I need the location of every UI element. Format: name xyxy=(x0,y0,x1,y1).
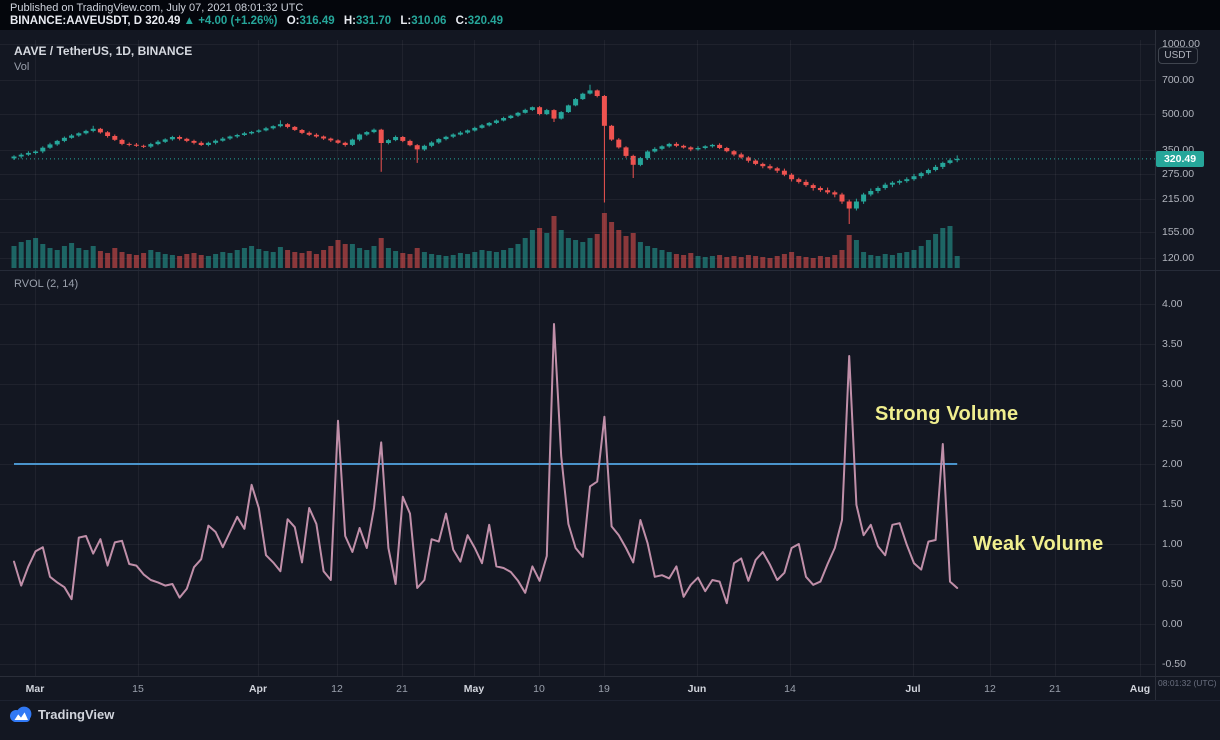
pane-borders xyxy=(0,30,1220,701)
price-scale[interactable]: 1000.00 700.00 500.00 350.00 275.00 215.00 155… xyxy=(1155,0,1220,740)
symbol-name: BINANCE:AAVEUSDT, D xyxy=(10,15,143,27)
time-axis-label: Apr xyxy=(248,683,268,695)
rvol-axis-label: 0.00 xyxy=(1162,618,1183,630)
time-axis-label: 21 xyxy=(1049,683,1061,695)
time-axis-label: Jun xyxy=(687,683,707,695)
high-label: H: xyxy=(343,15,357,27)
close-label: C: xyxy=(455,15,468,27)
grid xyxy=(0,40,1155,676)
price-axis-label: 275.00 xyxy=(1162,168,1195,180)
time-axis-label: May xyxy=(463,683,485,695)
volume-bars xyxy=(11,213,960,268)
price-axis-label: 500.00 xyxy=(1162,108,1195,120)
symbol-last-price: 320.49 xyxy=(145,15,181,27)
tradingview-brand-text[interactable]: TradingView xyxy=(38,707,115,722)
rvol-line xyxy=(13,323,959,605)
time-axis-label: 14 xyxy=(784,683,796,695)
last-price-tag: 320.49 xyxy=(1156,151,1204,167)
rvol-axis-label: 3.00 xyxy=(1162,378,1183,390)
rvol-axis-label: 1.00 xyxy=(1162,538,1183,550)
footer: TradingView xyxy=(0,700,1220,740)
rvol-axis-label: 2.00 xyxy=(1162,458,1183,470)
price-axis-label: 215.00 xyxy=(1162,193,1195,205)
time-axis-label: Mar xyxy=(25,683,45,695)
time-axis-label: Jul xyxy=(905,683,921,695)
price-pane-legend[interactable]: AAVE / TetherUS, 1D, BINANCE Vol xyxy=(14,44,192,73)
rvol-pane-legend[interactable]: RVOL (2, 14) xyxy=(14,278,79,290)
volume-legend[interactable]: Vol xyxy=(14,61,30,73)
published-line: Published on TradingView.com, July 07, 2… xyxy=(10,2,304,14)
time-axis-label: 21 xyxy=(396,683,408,695)
price-axis-label: 700.00 xyxy=(1162,74,1195,86)
tradingview-logo-icon[interactable] xyxy=(8,705,34,725)
time-axis-label: 12 xyxy=(984,683,996,695)
rvol-axis-label: 3.50 xyxy=(1162,338,1183,350)
annotation-strong-volume[interactable]: Strong Volume xyxy=(875,403,1019,425)
time-axis-label: 19 xyxy=(598,683,610,695)
time-axis-label: 15 xyxy=(132,683,144,695)
timezone-clock: 08:01:32 (UTC) xyxy=(1158,678,1217,688)
rvol-axis-label: 4.00 xyxy=(1162,298,1183,310)
rvol-axis-label: 1.50 xyxy=(1162,498,1183,510)
price-axis-label: 120.00 xyxy=(1162,252,1195,264)
rvol-axis-label: 2.50 xyxy=(1162,418,1183,430)
rvol-axis-label: 0.50 xyxy=(1162,578,1183,590)
symbol-legend-title[interactable]: AAVE / TetherUS, 1D, BINANCE xyxy=(14,44,193,58)
candles xyxy=(11,84,960,224)
time-axis-label: 10 xyxy=(533,683,545,695)
low-label: L: xyxy=(400,15,412,27)
annotation-weak-volume[interactable]: Weak Volume xyxy=(973,533,1104,555)
time-axis-label: Aug xyxy=(1129,683,1151,695)
symbol-change: ▲ +4.00 (+1.26%) xyxy=(183,15,278,27)
currency-toggle-button[interactable]: USDT xyxy=(1158,47,1198,64)
open-label: O: xyxy=(286,15,300,27)
symbol-info-line: BINANCE:AAVEUSDT, D 320.49 ▲ +4.00 (+1.2… xyxy=(10,15,503,27)
rvol-axis-label: -0.50 xyxy=(1162,658,1186,670)
low-value: 310.06 xyxy=(411,15,447,27)
high-value: 331.70 xyxy=(356,15,392,27)
open-value: 316.49 xyxy=(299,15,335,27)
close-value: 320.49 xyxy=(467,15,503,27)
time-axis-label: 12 xyxy=(331,683,343,695)
time-scale[interactable]: Mar 15 Apr 12 21 May 10 19 Jun 14 Jul 12 21 Aug xyxy=(0,676,1220,700)
publish-banner: Published on TradingView.com, July 07, 2… xyxy=(0,0,1220,30)
price-axis-label: 155.00 xyxy=(1162,226,1195,238)
